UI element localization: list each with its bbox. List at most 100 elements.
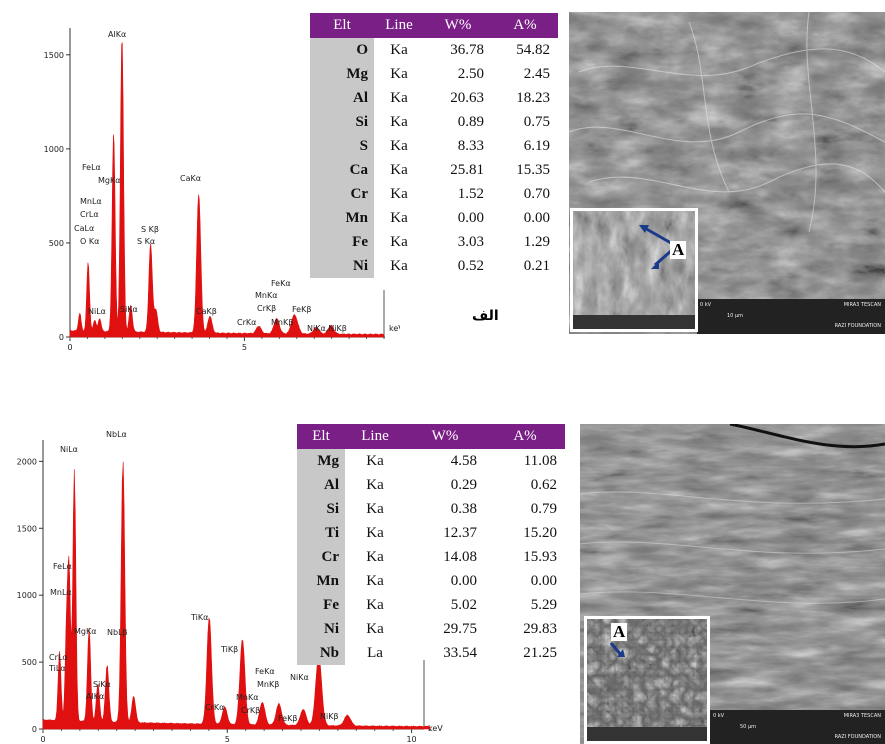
y-tick-label: 1500 — [17, 524, 37, 533]
cell-line: Ka — [366, 620, 384, 637]
cell-weight-percent: 3.03 — [457, 233, 484, 250]
table-row: Ni Ka 0.52 0.21 — [310, 254, 558, 278]
cell-element: Ca — [310, 158, 374, 182]
peak-label: NiLα — [88, 307, 106, 316]
spectrum-trace — [69, 42, 385, 338]
cell-weight-percent: 5.02 — [450, 596, 477, 613]
x-axis-unit: keV — [428, 724, 443, 733]
cell-line: Ka — [390, 65, 408, 82]
cell-line: Ka — [366, 596, 384, 613]
cell-element: O — [310, 38, 374, 62]
cell-weight-percent: 29.75 — [443, 620, 477, 637]
header-w-percent: W% — [405, 424, 485, 449]
cell-element: Cr — [310, 182, 374, 206]
cell-atomic-percent: 21.25 — [523, 644, 557, 661]
cell-atomic-percent: 15.35 — [516, 161, 550, 178]
table-row: Mn Ka 0.00 0.00 — [310, 206, 558, 230]
cell-weight-percent: 8.33 — [457, 137, 484, 154]
inset-label-a-bottom: A — [611, 622, 628, 641]
table-row: Al Ka 20.63 18.23 — [310, 86, 558, 110]
peak-label: NbLα — [106, 430, 127, 439]
peak-label: FeKβ — [292, 305, 311, 314]
sem-texture-bottom — [580, 424, 885, 744]
peak-label: TiLα — [48, 664, 66, 673]
sem-bottom-footer-bar: 0 kV 50 μm MIRA3 TESCAN RAZI FOUNDATION — [710, 710, 885, 744]
eds-spectrum-bottom: 0 500 1000 1500 2000 0 5 10 keV NiLα NbLα FeLα MnLα… — [17, 430, 444, 744]
cell-atomic-percent: 0.62 — [530, 476, 557, 493]
sem-image-bottom: 0 kV 50 μm MIRA3 TESCAN RAZI FOUNDATION — [580, 424, 885, 744]
table-row: Si Ka 0.38 0.79 — [297, 497, 565, 521]
peak-label: FeLα — [82, 163, 101, 172]
cell-weight-percent: 0.00 — [457, 209, 484, 226]
peak-label: CrKβ — [241, 706, 260, 715]
peak-label: MnKβ — [257, 680, 279, 689]
arrow-icon — [609, 642, 625, 657]
sem-top-kv: 0 kV — [700, 302, 712, 308]
cell-element: Ni — [310, 254, 374, 278]
cell-element: Al — [297, 473, 345, 497]
sem-image-top: 0 kV 10 μm MIRA3 TESCAN RAZI FOUNDATION — [569, 12, 885, 334]
cell-atomic-percent: 5.29 — [530, 596, 557, 613]
x-tick-label: 0 — [67, 343, 72, 352]
cell-atomic-percent: 29.83 — [523, 620, 557, 637]
peak-label: MgKα — [98, 176, 121, 185]
peak-label: SiKα — [93, 680, 111, 689]
y-tick-label: 500 — [22, 658, 37, 667]
cell-atomic-percent: 18.23 — [516, 89, 550, 106]
peak-label: MnKβ — [271, 318, 293, 327]
cell-line: La — [367, 644, 383, 661]
peak-label: FeKα — [271, 279, 291, 288]
peak-label: CrLα — [49, 653, 68, 662]
peak-label: AlKα — [108, 30, 126, 39]
x-tick-label: 5 — [242, 343, 247, 352]
cell-weight-percent: 0.38 — [450, 500, 477, 517]
sem-bottom-kv: 0 kV — [713, 713, 725, 719]
peak-label: FeKβ — [278, 714, 297, 723]
y-tick-label: 0 — [32, 725, 37, 734]
table-row: Cr Ka 1.52 0.70 — [310, 182, 558, 206]
cell-line: Ka — [390, 257, 408, 274]
cell-element: Mg — [310, 62, 374, 86]
cell-weight-percent: 2.50 — [457, 65, 484, 82]
header-elt: Elt — [297, 424, 345, 449]
cell-element: Mg — [297, 449, 345, 473]
table-row: Ca Ka 25.81 15.35 — [310, 158, 558, 182]
cell-element: Ni — [297, 617, 345, 641]
cell-weight-percent: 14.08 — [443, 548, 477, 565]
cell-weight-percent: 20.63 — [450, 89, 484, 106]
spectrum-top-plot — [69, 42, 385, 338]
table-row: Mn Ka 0.00 0.00 — [297, 569, 565, 593]
cell-line: Ka — [390, 137, 408, 154]
peak-label: CaKβ — [196, 307, 217, 316]
spectrum-trace — [42, 461, 431, 730]
composition-table-top: Elt Line W% A% O Ka 36.78 54.82 Mg Ka 2.50 2.45… — [310, 13, 558, 278]
sem-bottom-scale: 50 μm — [740, 724, 757, 730]
peak-label: MnKα — [255, 291, 278, 300]
cell-weight-percent: 4.58 — [450, 452, 477, 469]
header-elt: Elt — [310, 13, 374, 38]
table-row: Cr Ka 14.08 15.93 — [297, 545, 565, 569]
peak-label: O Kα — [80, 237, 99, 246]
header-a-percent: A% — [492, 13, 558, 38]
peak-label: NiKβ — [320, 712, 339, 721]
cell-atomic-percent: 15.93 — [523, 548, 557, 565]
x-tick-label: 0 — [40, 735, 45, 744]
cell-line: Ka — [366, 476, 384, 493]
y-tick-label: 0 — [59, 333, 64, 342]
peak-label: TiKα — [190, 613, 208, 622]
table-row: Mg Ka 4.58 11.08 — [297, 449, 565, 473]
cell-weight-percent: 0.52 — [457, 257, 484, 274]
cell-line: Ka — [366, 452, 384, 469]
peak-label: S Kα — [137, 237, 155, 246]
cell-atomic-percent: 0.00 — [530, 572, 557, 589]
peak-label: NbLβ — [107, 628, 128, 637]
header-w-percent: W% — [424, 13, 492, 38]
cell-weight-percent: 25.81 — [450, 161, 484, 178]
y-tick-label: 1000 — [44, 145, 64, 154]
cell-atomic-percent: 0.21 — [523, 257, 550, 274]
peak-label: CrLα — [80, 210, 99, 219]
table-row: S Ka 8.33 6.19 — [310, 134, 558, 158]
cell-element: Mn — [297, 569, 345, 593]
cell-element: Fe — [297, 593, 345, 617]
cell-element: Fe — [310, 230, 374, 254]
